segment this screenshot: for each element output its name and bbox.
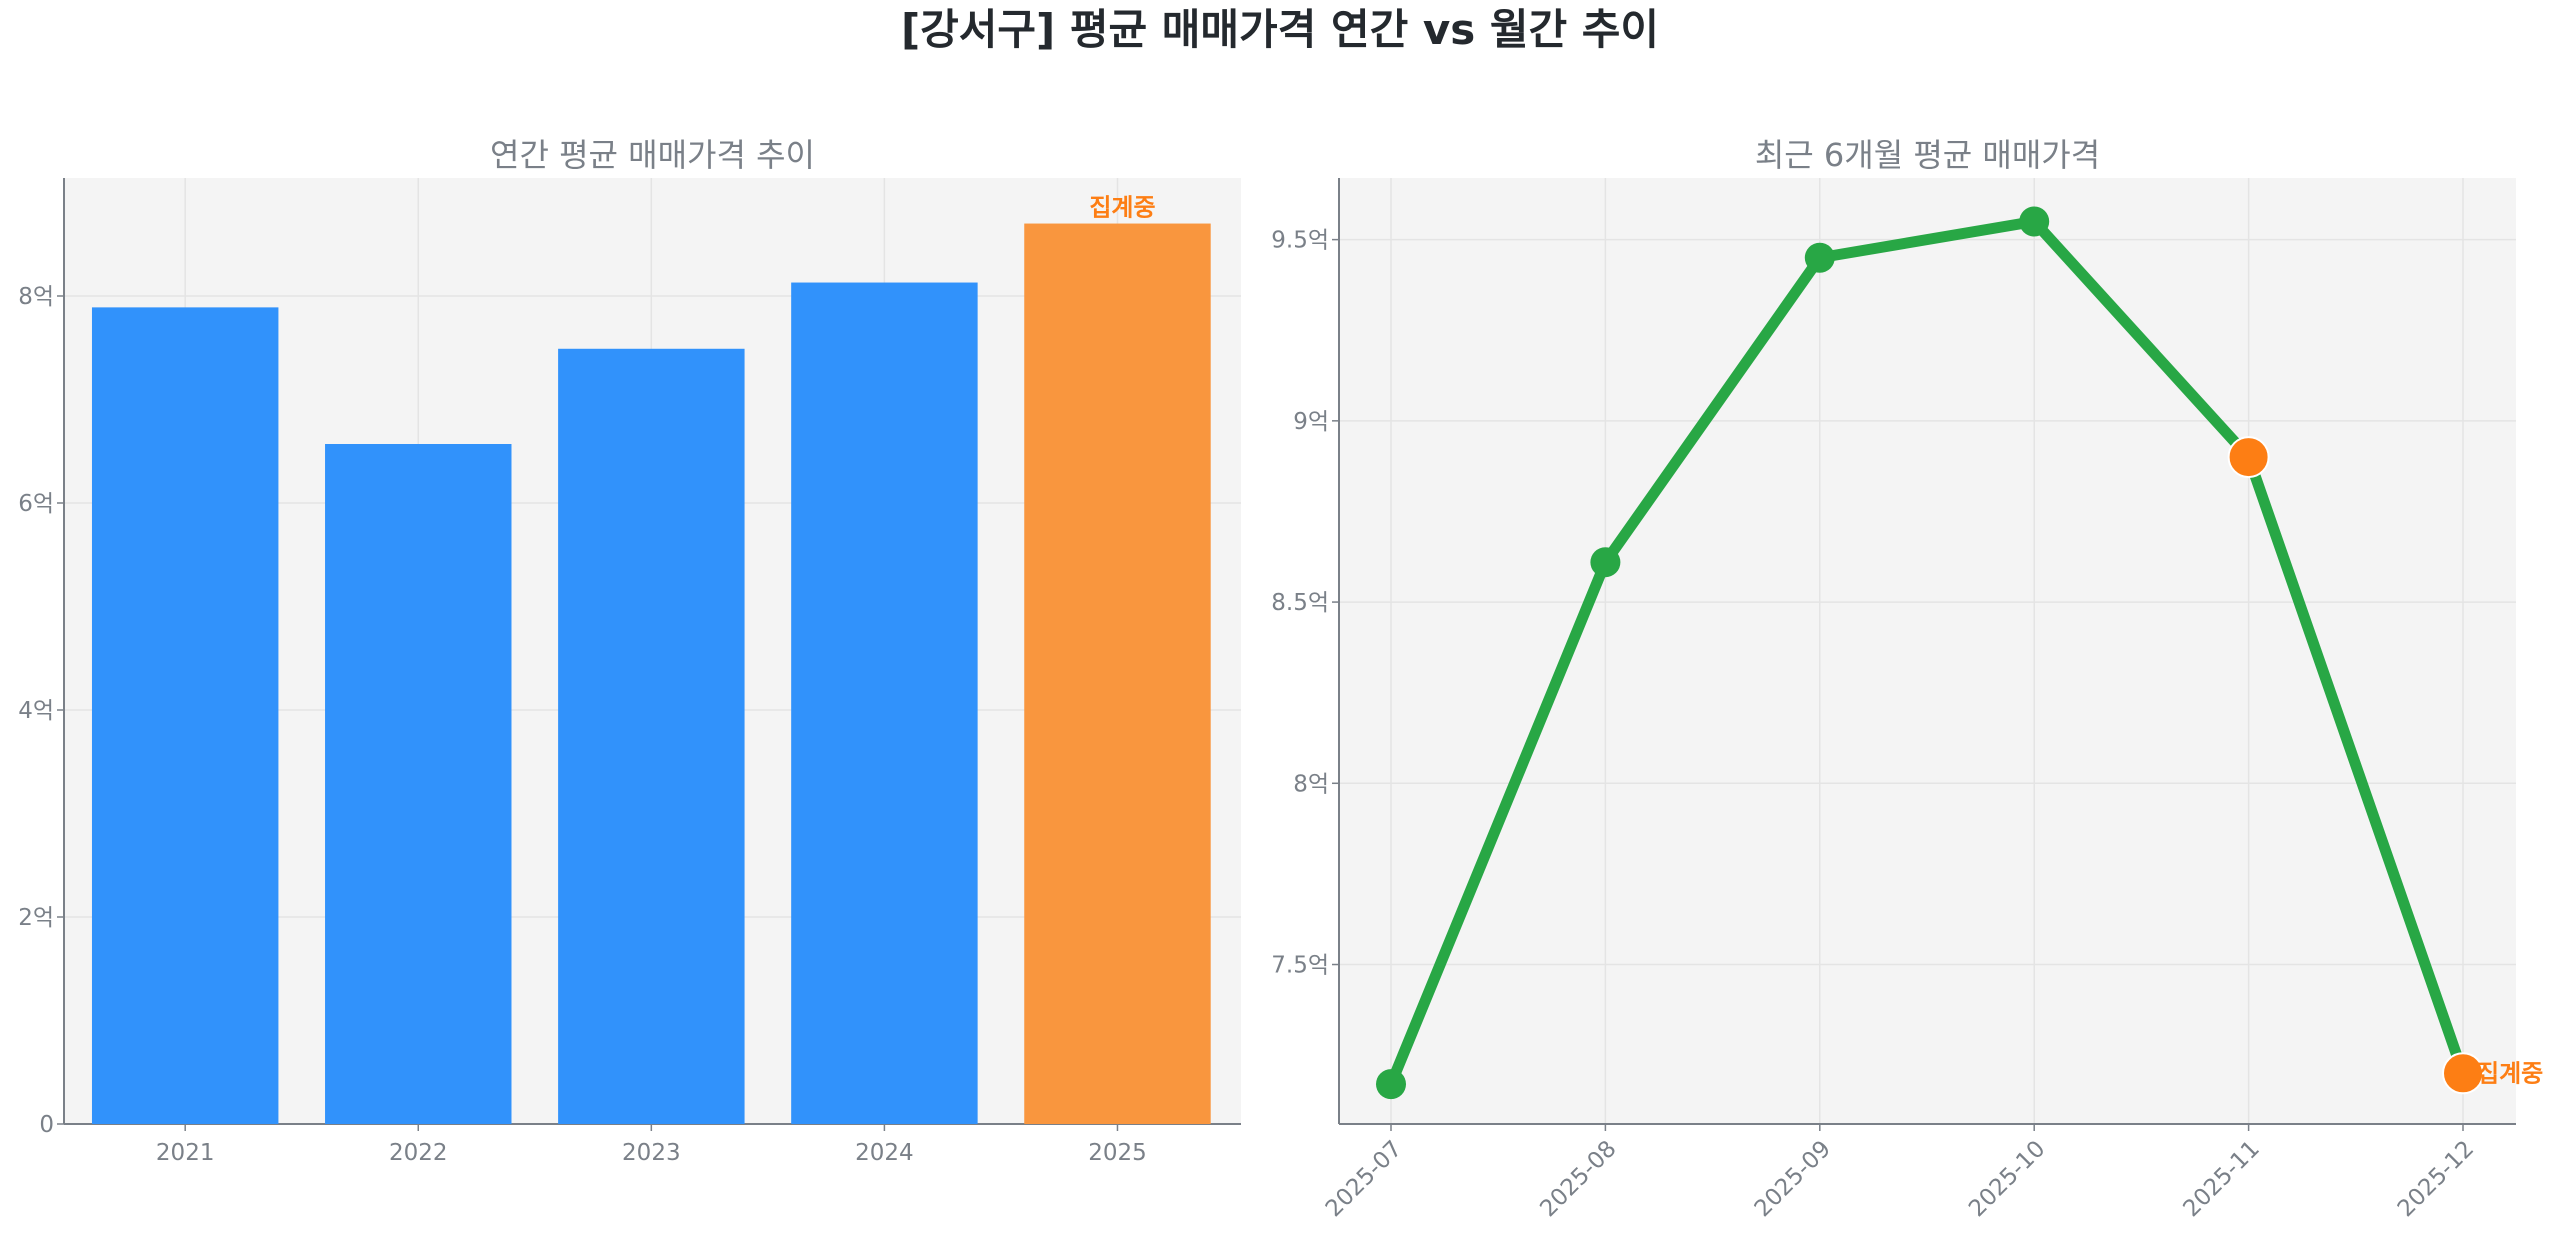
plot-area bbox=[1339, 178, 2516, 1124]
bar-2023 bbox=[558, 348, 745, 1124]
x-tick-label: 2025-07 bbox=[1321, 1136, 1407, 1222]
data-point-2025-10 bbox=[2019, 206, 2050, 237]
chart-title: 최근 6개월 평균 매매가격 bbox=[1755, 136, 2100, 174]
x-tick-label: 2025-10 bbox=[1964, 1136, 2050, 1222]
y-tick-label: 0 bbox=[39, 1112, 54, 1138]
chart-title: 연간 평균 매매가격 추이 bbox=[490, 136, 815, 174]
y-tick-label: 9억 bbox=[1293, 409, 1329, 435]
y-tick-label: 9.5억 bbox=[1271, 228, 1329, 254]
y-tick-label: 8억 bbox=[1293, 771, 1329, 797]
x-tick-label: 2025-12 bbox=[2393, 1136, 2479, 1222]
bar-2021 bbox=[91, 307, 279, 1125]
monthly-line-chart: 7.5억 8억 8.5억 9억 9.5억 최근 6개월 평균 매매가격 2025-07 202… bbox=[1271, 136, 2543, 1222]
x-tick-label: 2024 bbox=[855, 1140, 914, 1166]
x-tick-label: 2021 bbox=[156, 1140, 215, 1166]
x-tick-label: 2023 bbox=[622, 1140, 681, 1166]
y-tick-label: 8.5억 bbox=[1271, 590, 1329, 616]
y-tick-label: 4억 bbox=[18, 698, 54, 724]
annual-bar-chart: 0 2억 4억 6억 8억 연간 평균 매매가격 추이 2021 2022 2023 2024 20… bbox=[18, 136, 1241, 1166]
x-tick-label: 2025-11 bbox=[2178, 1136, 2264, 1222]
x-tick-label: 2025 bbox=[1088, 1140, 1147, 1166]
data-point-2025-11 bbox=[2227, 436, 2270, 479]
bar-2022 bbox=[325, 443, 512, 1124]
data-point-2025-12 bbox=[2442, 1052, 2484, 1095]
y-tick-label: 2억 bbox=[18, 905, 54, 931]
data-point-2025-09 bbox=[1804, 242, 1835, 273]
x-tick-label: 2025-09 bbox=[1750, 1136, 1836, 1222]
x-tick-label: 2025-08 bbox=[1535, 1136, 1621, 1222]
bar-2024 bbox=[791, 282, 978, 1124]
y-tick-label: 6억 bbox=[18, 491, 54, 517]
series-line bbox=[1385, 215, 2469, 1087]
y-tick-label: 7.5억 bbox=[1271, 953, 1329, 979]
x-tick-label: 2022 bbox=[389, 1140, 448, 1166]
figure-title: [강서구] 평균 매매가격 연간 vs 월간 추이 bbox=[901, 5, 1659, 54]
data-point-2025-08 bbox=[1590, 547, 1621, 578]
pending-annotation: 집계중 bbox=[1089, 194, 1155, 222]
y-tick-label: 8억 bbox=[18, 284, 54, 310]
data-point-2025-07 bbox=[1376, 1069, 1406, 1100]
bar-2025 bbox=[1024, 223, 1211, 1125]
pending-annotation: 집계중 bbox=[2477, 1059, 2543, 1087]
